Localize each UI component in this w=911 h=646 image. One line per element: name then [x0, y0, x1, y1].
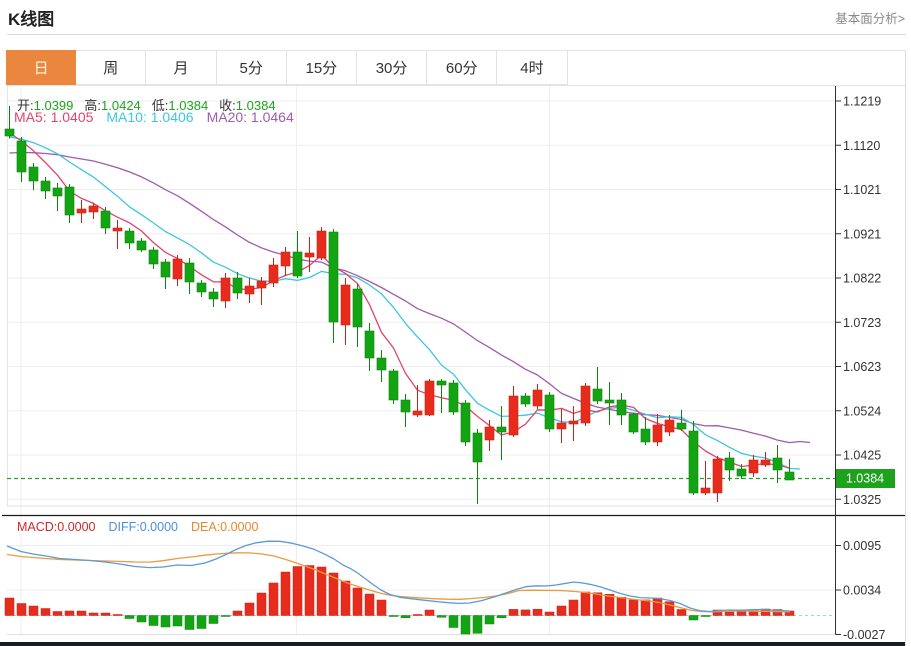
svg-text:1.0325: 1.0325 — [843, 493, 881, 507]
svg-text:1.0921: 1.0921 — [843, 227, 881, 241]
svg-text:1.0723: 1.0723 — [843, 316, 881, 330]
svg-text:1.0623: 1.0623 — [843, 360, 881, 374]
svg-text:1.1021: 1.1021 — [843, 183, 881, 197]
svg-text:1.0384: 1.0384 — [846, 472, 884, 486]
svg-text:1.1219: 1.1219 — [843, 95, 881, 109]
svg-text:1.0822: 1.0822 — [843, 272, 881, 286]
svg-text:-0.0027: -0.0027 — [843, 628, 885, 642]
svg-text:1.1120: 1.1120 — [843, 139, 880, 153]
svg-text:1.0524: 1.0524 — [843, 404, 881, 418]
svg-text:0.0034: 0.0034 — [843, 584, 881, 598]
svg-text:1.0425: 1.0425 — [843, 449, 881, 463]
svg-text:0.0095: 0.0095 — [843, 539, 881, 553]
